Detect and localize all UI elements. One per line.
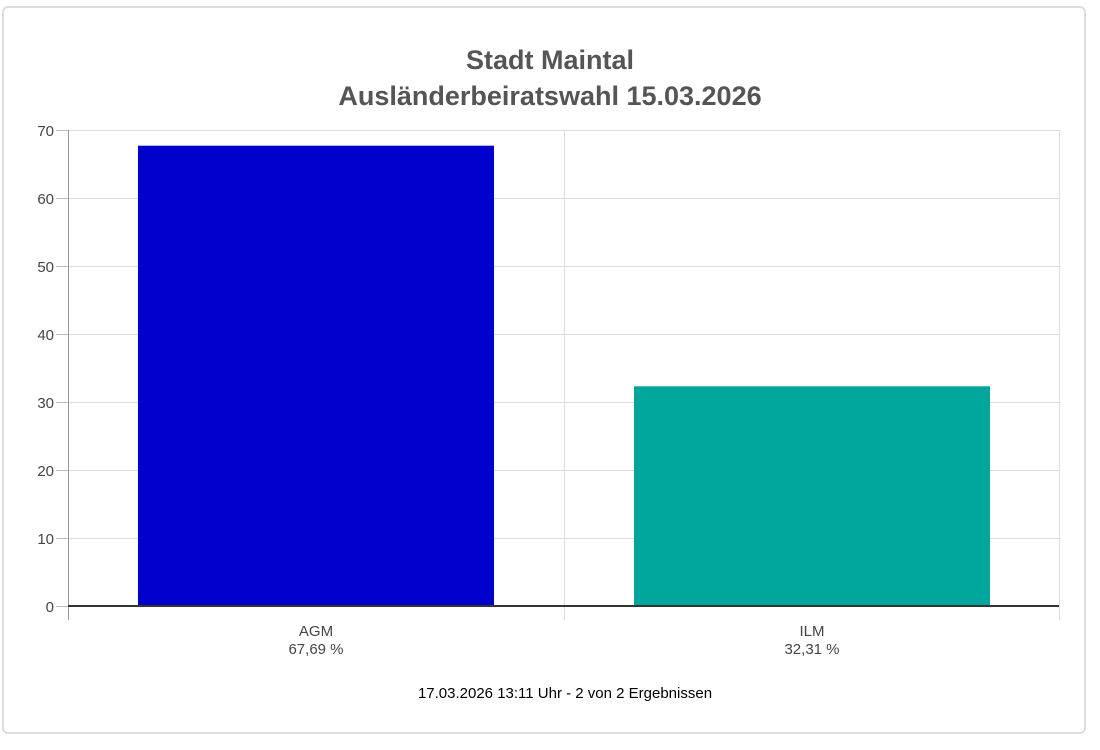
party-name: ILM — [799, 623, 825, 640]
y-tick-label: 10 — [37, 531, 54, 548]
party-percent: 67,69 % — [288, 641, 344, 658]
chart-title: Stadt Maintal — [465, 45, 634, 75]
chart-subtitle: Ausländerbeiratswahl 15.03.2026 — [338, 81, 762, 111]
x-label-ilm: ILM 32,31 % — [712, 623, 912, 659]
party-percent: 32,31 % — [784, 641, 840, 658]
result-status-footer: 17.03.2026 13:11 Uhr - 2 von 2 Ergebniss… — [417, 685, 713, 702]
bar-ilm[interactable] — [634, 386, 990, 606]
y-tick-marks — [56, 130, 68, 607]
y-tick-label: 60 — [37, 191, 54, 208]
y-tick-label: 0 — [46, 599, 54, 616]
bar-agm[interactable] — [138, 145, 494, 606]
y-tick-label: 40 — [37, 327, 54, 344]
y-tick-label: 70 — [37, 123, 54, 140]
x-label-agm: AGM 67,69 % — [216, 623, 416, 659]
y-tick-label: 30 — [37, 395, 54, 412]
y-tick-labels: 70 60 50 40 30 20 10 0 — [37, 123, 54, 616]
party-name: AGM — [298, 623, 334, 640]
y-tick-label: 50 — [37, 259, 54, 276]
y-tick-label: 20 — [37, 463, 54, 480]
